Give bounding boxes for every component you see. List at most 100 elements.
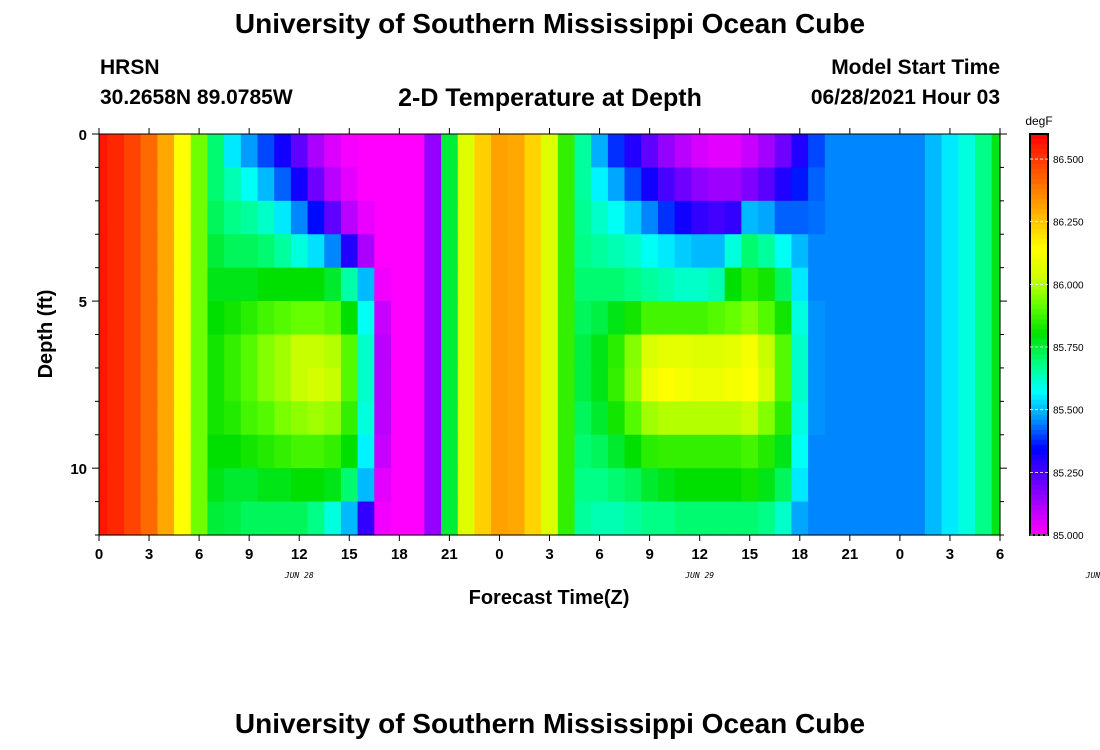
heatmap-cell: [624, 334, 642, 369]
station-name: HRSN: [100, 56, 160, 79]
heatmap-cell: [808, 434, 826, 469]
y-tick-label: 5: [79, 294, 87, 311]
heatmap-cell: [941, 334, 959, 369]
heatmap-cell: [791, 234, 809, 269]
heatmap-cell: [858, 434, 876, 469]
heatmap-cell: [774, 200, 793, 235]
y-axis: 0 5 10: [70, 127, 1007, 536]
heatmap-cell: [758, 367, 776, 402]
x-tick-label: 21: [441, 546, 458, 563]
heatmap-cell: [974, 334, 993, 369]
heatmap-cell: [691, 401, 709, 436]
heatmap-cell: [824, 234, 843, 269]
heatmap-cell: [758, 301, 776, 336]
heatmap-cell: [491, 501, 509, 536]
heatmap-cell: [808, 468, 826, 503]
heatmap-cell: [99, 234, 108, 269]
heatmap-cell: [407, 200, 425, 235]
heatmap-cell: [741, 167, 759, 202]
heatmap-cell: [624, 134, 642, 169]
heatmap-cell: [374, 167, 392, 202]
heatmap-cell: [641, 401, 659, 436]
colorbar-swatch: [1030, 359, 1048, 366]
colorbar-tick-label: 86.000: [1053, 280, 1084, 291]
heatmap-cell: [524, 234, 542, 269]
y-tick-label: 0: [79, 127, 87, 144]
x-tick-label: 18: [791, 546, 808, 563]
heatmap-cell: [507, 434, 526, 469]
heatmap-cell: [457, 134, 476, 169]
heatmap-cell: [407, 234, 425, 269]
heatmap-cell: [374, 267, 392, 302]
heatmap-cell: [607, 234, 626, 269]
x-axis: 0 3 6 9 12 15 18 21 0 3 6 9 12 15 18 21 0 3 6 JUN 28 JUN 29 J…: [95, 128, 1100, 580]
heatmap-cell: [357, 334, 375, 369]
heatmap-cell: [224, 234, 242, 269]
heatmap-cell: [557, 501, 576, 536]
heatmap-cell: [557, 234, 576, 269]
heatmap-cell: [758, 334, 776, 369]
heatmap-cell: [324, 234, 342, 269]
heatmap-cell: [824, 200, 843, 235]
heatmap-cell: [624, 434, 642, 469]
heatmap-cell: [491, 334, 509, 369]
heatmap-cell: [140, 200, 158, 235]
heatmap-cell: [390, 434, 409, 469]
heatmap-cell: [157, 367, 175, 402]
colorbar-swatch: [1030, 449, 1048, 456]
heatmap-cell: [224, 267, 242, 302]
heatmap-cell: [99, 401, 108, 436]
heatmap-cell: [908, 301, 926, 336]
heatmap-cell: [124, 334, 142, 369]
heatmap-cell: [407, 267, 425, 302]
heatmap-cell: [257, 434, 275, 469]
heatmap-cell: [357, 267, 375, 302]
heatmap-cell: [207, 468, 225, 503]
heatmap-cell: [274, 234, 292, 269]
heatmap-cell: [724, 468, 742, 503]
colorbar-tick-label: 85.000: [1053, 531, 1084, 542]
heatmap-cell: [441, 200, 459, 235]
heatmap-cell: [891, 401, 909, 436]
heatmap-cell: [524, 334, 542, 369]
heatmap-cell: [724, 267, 742, 302]
colorbar-swatch: [1030, 474, 1048, 481]
heatmap-cell: [274, 167, 292, 202]
heatmap-cell: [474, 200, 492, 235]
heatmap-cell: [708, 468, 726, 503]
heatmap-cell: [724, 301, 742, 336]
colorbar-swatch: [1030, 164, 1048, 170]
heatmap-cell: [641, 134, 659, 169]
heatmap-cell: [157, 468, 175, 503]
heatmap-cell: [207, 234, 225, 269]
heatmap-cell: [724, 434, 742, 469]
heatmap-cell: [607, 267, 626, 302]
heatmap-cell: [691, 267, 709, 302]
heatmap-cell: [457, 501, 476, 536]
heatmap-cell: [457, 267, 476, 302]
heatmap-cell: [991, 434, 1001, 469]
heatmap-cell: [607, 468, 626, 503]
heatmap-cell: [607, 200, 626, 235]
heatmap-cell: [491, 367, 509, 402]
colorbar-swatch: [1030, 174, 1048, 180]
heatmap-cell: [708, 200, 726, 235]
heatmap-cell: [541, 334, 559, 369]
heatmap-cell: [99, 468, 108, 503]
heatmap-cell: [457, 434, 476, 469]
heatmap-cell: [307, 167, 325, 202]
heatmap-cell: [441, 501, 459, 536]
heatmap-cell: [441, 167, 459, 202]
heatmap-cell: [741, 301, 759, 336]
heatmap-cell: [974, 468, 993, 503]
colorbar-swatch: [1030, 169, 1048, 175]
heatmap-cell: [691, 200, 709, 235]
heatmap-cell: [841, 501, 859, 536]
heatmap-cell: [174, 401, 192, 436]
heatmap-cell: [99, 267, 108, 302]
heatmap-cell: [774, 401, 793, 436]
colorbar-swatch: [1030, 314, 1048, 321]
heatmap-cell: [591, 367, 609, 402]
heatmap-cell: [674, 134, 692, 169]
heatmap-cell: [858, 167, 876, 202]
